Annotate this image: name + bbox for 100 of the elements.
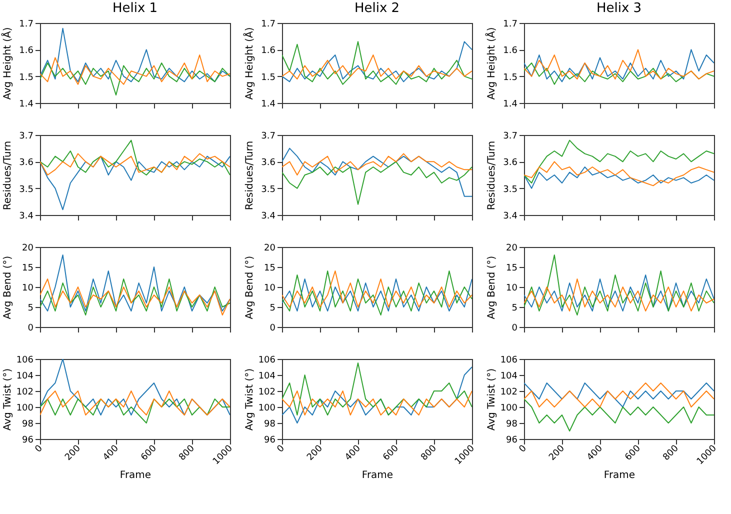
- y-axis-title: Avg Height (Å): [484, 27, 498, 100]
- y-tick-label: 1.7: [19, 20, 34, 30]
- line-series: [524, 254, 714, 316]
- y-tick-label: 106: [258, 356, 276, 366]
- line-series: [524, 166, 714, 189]
- x-tick-label: 800: [420, 443, 439, 463]
- y-tick-label: 1.7: [261, 20, 276, 30]
- y-tick-label: 0: [512, 324, 518, 334]
- y-tick-label: 20: [264, 244, 276, 254]
- line-series: [524, 161, 714, 186]
- y-tick-label: 100: [16, 404, 34, 414]
- x-axis-title: Frame: [120, 470, 152, 482]
- y-tick-label: 5: [270, 304, 276, 314]
- line-series: [40, 398, 230, 424]
- line-series: [282, 153, 472, 176]
- x-tick-label: 400: [344, 443, 363, 463]
- y-axis-title: Avg Twist (°): [244, 368, 256, 431]
- y-tick-label: 3.5: [19, 184, 34, 195]
- y-axis-title: Avg Height (Å): [0, 27, 14, 100]
- line-series: [40, 153, 230, 176]
- x-axis-title: Frame: [604, 470, 636, 482]
- line-series: [524, 62, 714, 85]
- y-tick-label: 0: [28, 324, 34, 334]
- y-tick-label: 20: [506, 244, 518, 254]
- y-tick-label: 15: [506, 264, 518, 274]
- x-tick-label: 600: [140, 443, 159, 463]
- y-tick-label: 3.4: [503, 212, 518, 222]
- y-tick-label: 104: [16, 372, 34, 382]
- y-axis-title: Residues/Turn: [2, 140, 14, 210]
- y-tick-label: 20: [22, 244, 34, 254]
- y-tick-label: 106: [16, 356, 34, 366]
- y-axis-title: Avg Twist (°): [2, 368, 14, 431]
- line-series: [282, 270, 472, 308]
- line-series: [282, 270, 472, 316]
- y-tick-label: 0: [270, 324, 276, 334]
- x-tick-label: 800: [178, 443, 197, 463]
- y-tick-label: 1.6: [503, 46, 518, 56]
- y-tick-label: 96: [506, 436, 518, 446]
- y-tick-label: 15: [264, 264, 276, 274]
- y-tick-label: 3.7: [503, 132, 518, 142]
- y-tick-label: 3.7: [19, 132, 34, 142]
- y-tick-label: 1.7: [503, 20, 518, 30]
- y-tick-label: 3.4: [19, 212, 34, 222]
- line-series: [40, 140, 230, 176]
- y-tick-label: 3.4: [261, 212, 276, 222]
- line-series: [524, 140, 714, 184]
- line-series: [40, 156, 230, 210]
- y-tick-label: 10: [506, 284, 518, 294]
- y-tick-label: 98: [506, 420, 518, 430]
- x-tick-label: 600: [382, 443, 401, 463]
- y-tick-label: 5: [512, 304, 518, 314]
- y-tick-label: 1.5: [503, 72, 518, 83]
- y-tick-label: 98: [22, 420, 34, 430]
- line-series: [282, 278, 472, 312]
- y-tick-label: 100: [500, 404, 518, 414]
- y-tick-label: 10: [264, 284, 276, 294]
- y-tick-label: 102: [16, 388, 34, 398]
- y-tick-label: 15: [22, 264, 34, 274]
- y-tick-label: 100: [258, 404, 276, 414]
- y-tick-label: 106: [500, 356, 518, 366]
- y-tick-label: 96: [264, 436, 276, 446]
- line-series: [40, 28, 230, 82]
- line-series: [282, 54, 472, 80]
- y-tick-label: 1.4: [19, 100, 34, 110]
- line-series: [40, 62, 230, 96]
- y-axis-title: Avg Bend (°): [2, 256, 14, 320]
- line-series: [282, 390, 472, 416]
- line-series: [40, 278, 230, 316]
- x-axis-title: Frame: [362, 470, 394, 482]
- y-axis-title: Avg Twist (°): [486, 368, 498, 431]
- x-tick-label: 400: [586, 443, 605, 463]
- x-tick-label: 400: [102, 443, 121, 463]
- line-series: [40, 254, 230, 312]
- y-tick-label: 104: [500, 372, 518, 382]
- y-tick-label: 1.4: [503, 100, 518, 110]
- y-axis-title: Avg Height (Å): [242, 27, 256, 100]
- line-series: [282, 148, 472, 197]
- line-series: [282, 161, 472, 205]
- y-axis-title: Avg Bend (°): [244, 256, 256, 320]
- line-series: [40, 54, 230, 85]
- y-tick-label: 1.4: [261, 100, 276, 110]
- y-tick-label: 3.7: [261, 132, 276, 142]
- chart-title: Helix 3: [596, 1, 642, 16]
- x-tick-label: 600: [624, 443, 643, 463]
- y-tick-label: 3.6: [503, 158, 518, 168]
- y-tick-label: 104: [258, 372, 276, 382]
- y-tick-label: 102: [258, 388, 276, 398]
- line-series: [282, 362, 472, 416]
- y-tick-label: 3.5: [261, 184, 276, 195]
- y-tick-label: 1.6: [19, 46, 34, 56]
- y-tick-label: 10: [22, 284, 34, 294]
- y-tick-label: 1.5: [19, 72, 34, 83]
- line-series: [40, 390, 230, 416]
- y-axis-title: Avg Bend (°): [486, 256, 498, 320]
- x-tick-label: 800: [662, 443, 681, 463]
- y-tick-label: 3.6: [261, 158, 276, 168]
- chart-title: Helix 2: [354, 1, 400, 16]
- y-axis-title: Residues/Turn: [244, 140, 256, 210]
- y-tick-label: 98: [264, 420, 276, 430]
- y-tick-label: 1.5: [261, 72, 276, 83]
